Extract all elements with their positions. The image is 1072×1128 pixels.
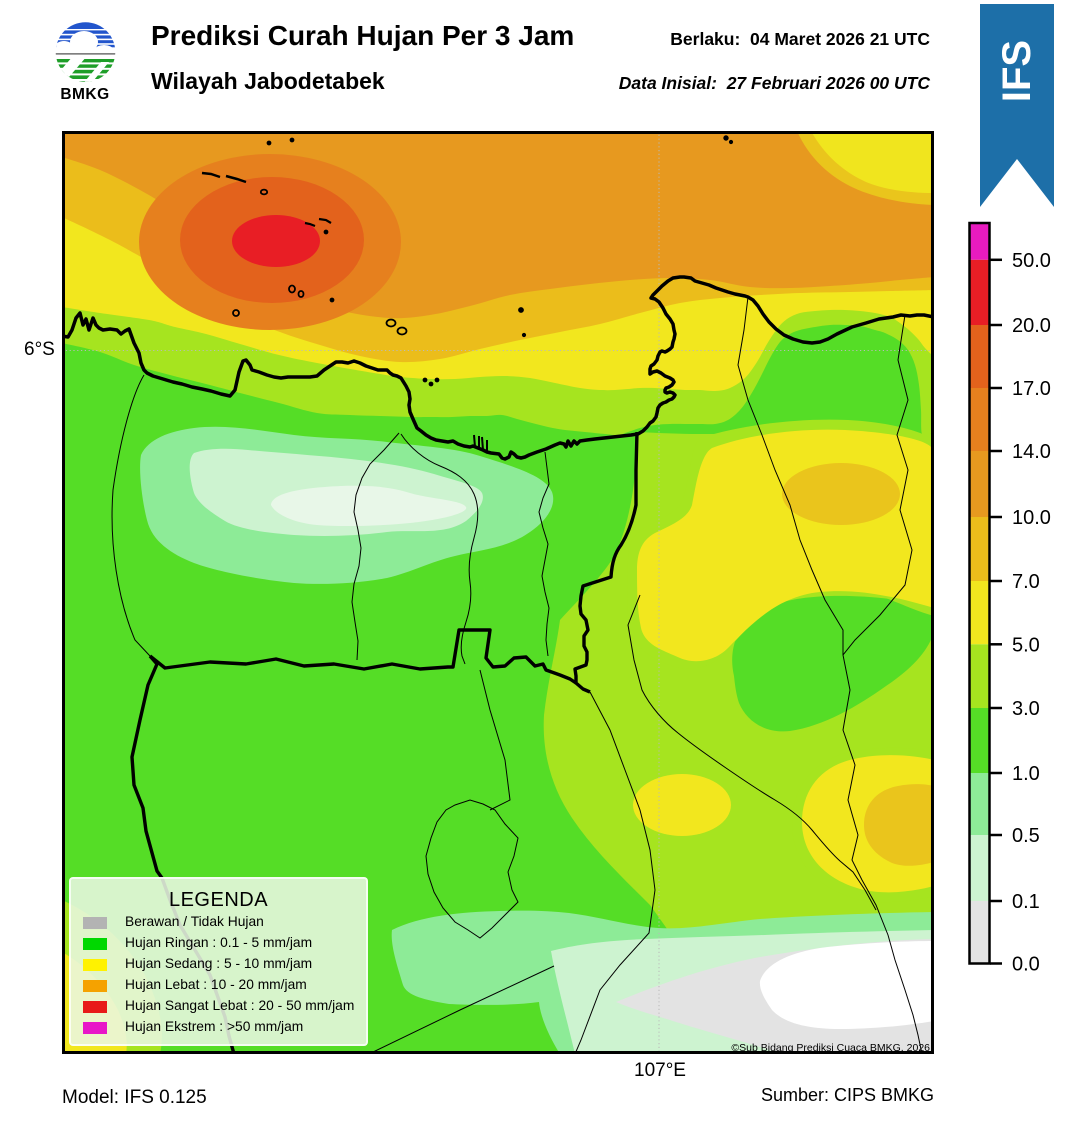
svg-text:0.0: 0.0 — [1012, 954, 1040, 976]
svg-text:0.1: 0.1 — [1012, 891, 1040, 913]
svg-text:5.0: 5.0 — [1012, 634, 1040, 656]
svg-text:50.0: 50.0 — [1012, 250, 1051, 272]
svg-text:17.0: 17.0 — [1012, 378, 1051, 400]
svg-text:BMKG: BMKG — [60, 86, 109, 102]
svg-text:©Sub Bidang Prediksi Cuaca BMK: ©Sub Bidang Prediksi Cuaca BMKG, 2026 — [731, 1042, 930, 1054]
svg-text:14.0: 14.0 — [1012, 441, 1051, 463]
svg-text:IFS: IFS — [995, 40, 1039, 102]
svg-text:20.0: 20.0 — [1012, 315, 1051, 337]
svg-text:0.5: 0.5 — [1012, 825, 1040, 847]
svg-text:10.0: 10.0 — [1012, 507, 1051, 529]
svg-text:7.0: 7.0 — [1012, 571, 1040, 593]
svg-text:1.0: 1.0 — [1012, 763, 1040, 785]
svg-text:3.0: 3.0 — [1012, 698, 1040, 720]
